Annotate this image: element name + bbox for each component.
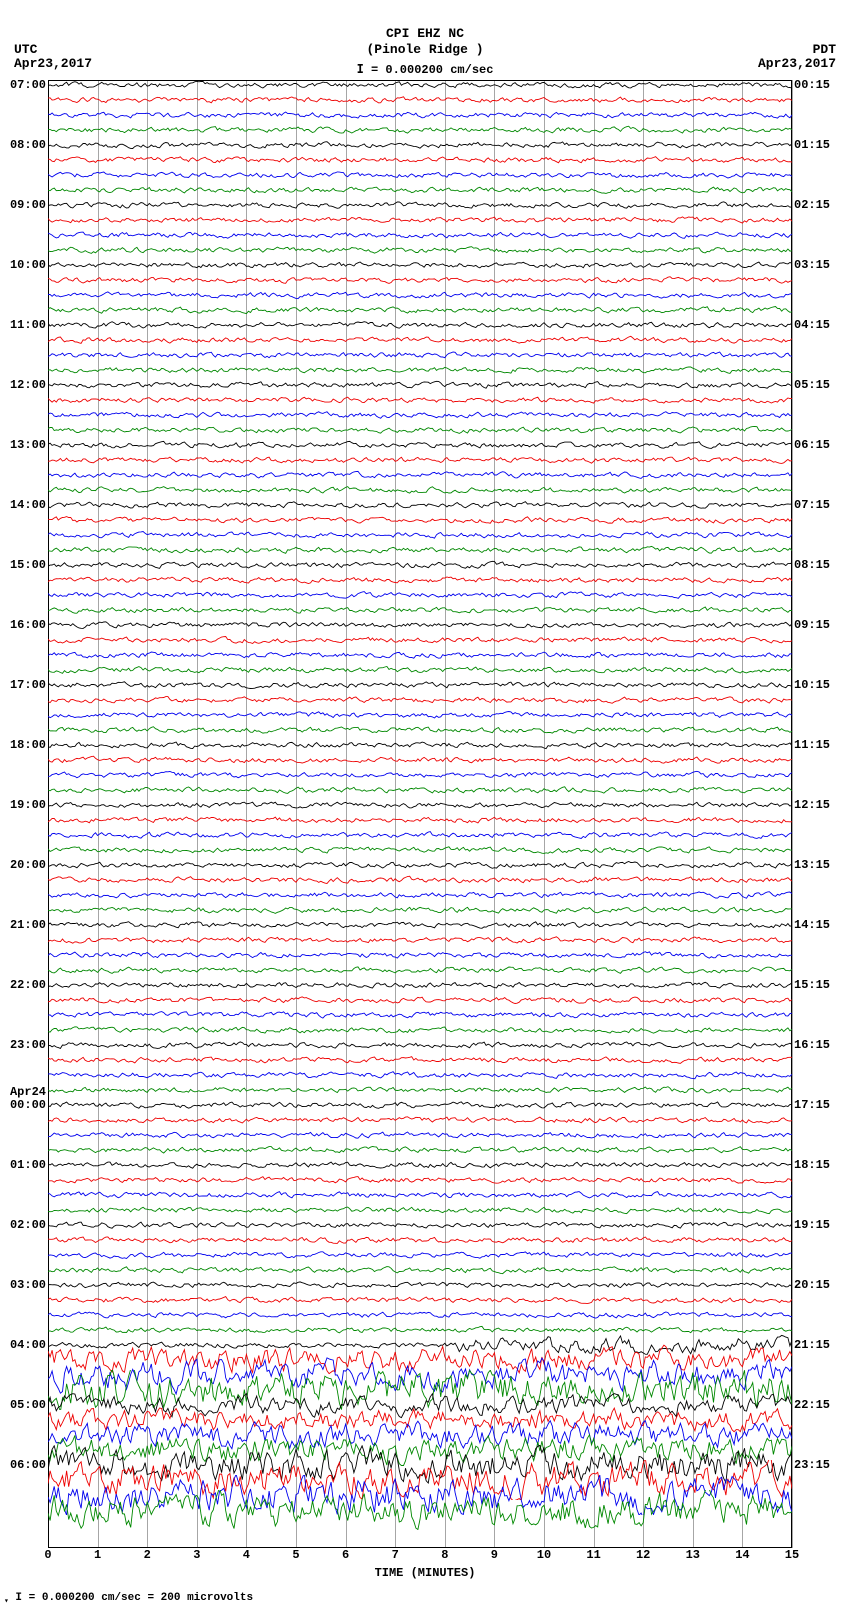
- x-tick-label: 9: [491, 1548, 498, 1562]
- x-tick-label: 6: [342, 1548, 349, 1562]
- x-tick-label: 13: [686, 1548, 700, 1562]
- left-time-label: 13:00: [10, 438, 48, 452]
- footer-scale: ▾ I = 0.000200 cm/sec = 200 microvolts: [4, 1592, 850, 1606]
- x-tick-label: 12: [636, 1548, 650, 1562]
- left-time-label: 02:00: [10, 1218, 48, 1232]
- left-time-label: 07:00: [10, 78, 48, 92]
- right-time-label: 20:15: [792, 1278, 830, 1292]
- left-time-label: 09:00: [10, 198, 48, 212]
- left-time-label: 01:00: [10, 1158, 48, 1172]
- helicorder-plot: 07:0000:1508:0001:1509:0002:1510:0003:15…: [48, 80, 792, 1548]
- x-tick-label: 2: [144, 1548, 151, 1562]
- left-time-label: 03:00: [10, 1278, 48, 1292]
- right-time-label: 12:15: [792, 798, 830, 812]
- x-tick-label: 0: [44, 1548, 51, 1562]
- left-time-label: 22:00: [10, 978, 48, 992]
- right-time-label: 13:15: [792, 858, 830, 872]
- left-time-label: 16:00: [10, 618, 48, 632]
- left-time-label: 15:00: [10, 558, 48, 572]
- x-tick-label: 4: [243, 1548, 250, 1562]
- x-tick-label: 3: [193, 1548, 200, 1562]
- right-time-label: 19:15: [792, 1218, 830, 1232]
- x-tick-label: 1: [94, 1548, 101, 1562]
- x-tick-label: 5: [292, 1548, 299, 1562]
- right-time-label: 00:15: [792, 78, 830, 92]
- x-tick-label: 14: [735, 1548, 749, 1562]
- right-time-label: 04:15: [792, 318, 830, 332]
- x-tick-label: 15: [785, 1548, 799, 1562]
- x-tick-label: 7: [392, 1548, 399, 1562]
- left-time-label: 12:00: [10, 378, 48, 392]
- right-time-label: 16:15: [792, 1038, 830, 1052]
- right-time-label: 08:15: [792, 558, 830, 572]
- left-time-label: 20:00: [10, 858, 48, 872]
- right-time-label: 03:15: [792, 258, 830, 272]
- right-time-label: 06:15: [792, 438, 830, 452]
- left-day-label: Apr24: [10, 1085, 48, 1099]
- right-time-label: 11:15: [792, 738, 830, 752]
- x-tick-label: 10: [537, 1548, 551, 1562]
- station-name: (Pinole Ridge ): [0, 42, 850, 57]
- x-axis-labels: 0123456789101112131415: [48, 1548, 792, 1564]
- x-tick-label: 11: [586, 1548, 600, 1562]
- left-time-label: 18:00: [10, 738, 48, 752]
- right-time-label: 09:15: [792, 618, 830, 632]
- trace-row: [48, 1490, 792, 1530]
- right-time-label: 01:15: [792, 138, 830, 152]
- right-time-label: 22:15: [792, 1398, 830, 1412]
- left-time-label: 11:00: [10, 318, 48, 332]
- left-time-label: 05:00: [10, 1398, 48, 1412]
- right-time-label: 14:15: [792, 918, 830, 932]
- right-time-label: 02:15: [792, 198, 830, 212]
- right-timezone: PDT: [813, 42, 836, 57]
- right-time-label: 07:15: [792, 498, 830, 512]
- right-time-label: 21:15: [792, 1338, 830, 1352]
- station-code: CPI EHZ NC: [0, 26, 850, 41]
- left-time-label: 21:00: [10, 918, 48, 932]
- x-tick-label: 8: [441, 1548, 448, 1562]
- right-time-label: 18:15: [792, 1158, 830, 1172]
- left-time-label: 00:00: [10, 1098, 48, 1112]
- left-time-label: 08:00: [10, 138, 48, 152]
- left-timezone: UTC: [14, 42, 37, 57]
- left-time-label: 14:00: [10, 498, 48, 512]
- left-time-label: 23:00: [10, 1038, 48, 1052]
- x-axis-title: TIME (MINUTES): [0, 1566, 850, 1580]
- left-time-label: 19:00: [10, 798, 48, 812]
- left-time-label: 10:00: [10, 258, 48, 272]
- left-time-label: 06:00: [10, 1458, 48, 1472]
- right-time-label: 17:15: [792, 1098, 830, 1112]
- left-time-label: 17:00: [10, 678, 48, 692]
- right-time-label: 23:15: [792, 1458, 830, 1472]
- right-time-label: 05:15: [792, 378, 830, 392]
- right-time-label: 10:15: [792, 678, 830, 692]
- left-time-label: 04:00: [10, 1338, 48, 1352]
- right-time-label: 15:15: [792, 978, 830, 992]
